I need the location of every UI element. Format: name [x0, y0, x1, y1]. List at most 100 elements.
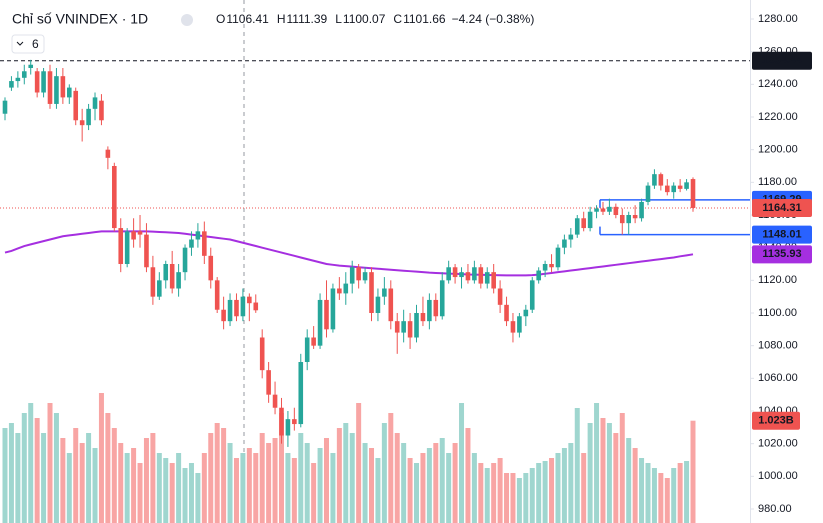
volume-bar: [394, 433, 400, 523]
candle-body: [568, 234, 574, 240]
volume-bar: [291, 458, 297, 523]
candle-body: [574, 218, 580, 235]
volume-bar: [343, 423, 349, 523]
candle-body: [356, 267, 361, 281]
candle-body: [459, 272, 464, 278]
candle-body: [60, 76, 66, 98]
candle-body: [510, 321, 516, 333]
ohlc-value: 1101.66: [403, 12, 446, 26]
volume-bar: [304, 443, 310, 523]
candle-body: [86, 108, 91, 126]
volume-bar: [606, 423, 612, 523]
candle-body: [343, 283, 349, 294]
volume-bar: [446, 453, 452, 523]
candle-body: [639, 201, 644, 219]
candle-body: [221, 309, 226, 322]
volume-bar: [317, 448, 323, 523]
volume-bar: [246, 448, 252, 523]
candle-body: [99, 100, 104, 121]
candle-body: [446, 267, 451, 281]
candle-body: [607, 206, 612, 212]
volume-bar: [574, 408, 580, 523]
volume-bar: [684, 461, 690, 523]
volume-bar: [600, 418, 606, 523]
candle-body: [362, 272, 368, 281]
ohlc-key: O: [216, 12, 225, 26]
volume-bar: [651, 468, 657, 523]
volume-bar: [491, 463, 497, 523]
candle-body: [9, 81, 14, 88]
volume-bar: [66, 453, 72, 523]
y-tick-label: 1180.00: [758, 176, 797, 188]
candle-body: [208, 255, 214, 281]
volume-bar: [86, 433, 92, 523]
ohlc-key: C: [393, 12, 402, 26]
candle-body: [259, 337, 265, 371]
volume-bar: [150, 433, 156, 523]
candle-body: [465, 272, 471, 281]
volume-bar: [484, 468, 490, 523]
candle-body: [227, 299, 233, 322]
volume-bar: [639, 458, 645, 523]
volume-bar: [632, 448, 638, 523]
volume-bar: [2, 428, 8, 523]
chart-title: Chỉ số VNINDEX · 1D: [12, 11, 148, 27]
candle-body: [472, 267, 477, 281]
volume-bar: [619, 413, 625, 523]
volume-bar: [504, 473, 510, 523]
volume-bar: [497, 458, 503, 523]
candle-body: [407, 321, 413, 338]
volume-bar: [549, 458, 555, 523]
volume-bar: [459, 403, 465, 523]
volume-bar: [92, 448, 98, 523]
volume-bar: [349, 433, 355, 523]
volume-bar: [407, 458, 413, 523]
candle-body: [266, 370, 271, 395]
volume-bar: [131, 448, 137, 523]
volume-bar: [227, 443, 233, 523]
volume-bar: [510, 473, 516, 523]
volume-bar: [401, 443, 407, 523]
volume-label-box: [752, 411, 800, 430]
candle-body: [157, 280, 162, 297]
volume-bar: [285, 453, 291, 523]
volume-bar: [671, 468, 677, 523]
candle-body: [131, 231, 136, 240]
candle-body: [337, 288, 342, 294]
candle-body: [144, 234, 149, 268]
volume-bar: [8, 423, 14, 523]
candle-body: [549, 264, 554, 268]
candle-body: [484, 272, 490, 284]
volume-bar: [233, 458, 239, 523]
volume-bar: [201, 453, 207, 523]
candle-body: [28, 64, 34, 68]
candle-body: [394, 321, 400, 333]
volume-bar: [143, 438, 149, 523]
volume-bar: [594, 403, 600, 523]
volume-bar: [375, 458, 381, 523]
candle-body: [330, 288, 336, 330]
volume-bar: [272, 438, 278, 523]
volume-bar: [420, 453, 426, 523]
candle-body: [594, 208, 599, 212]
volume-bar: [169, 463, 175, 523]
candle-body: [536, 270, 541, 281]
volume-bar: [195, 473, 201, 523]
price-label: 1254.44: [762, 55, 803, 67]
indicator-toggle[interactable]: [11, 34, 45, 54]
volume-bar: [626, 438, 632, 523]
volume-bar: [439, 438, 445, 523]
candle-body: [311, 337, 316, 346]
volume-bar: [581, 453, 587, 523]
candle-body: [54, 76, 59, 104]
price-label-box: [752, 245, 812, 264]
candle-body: [195, 231, 201, 240]
candle-body: [92, 97, 98, 109]
candle-body: [163, 264, 169, 281]
candle-body: [124, 231, 130, 264]
candle-body: [79, 120, 85, 126]
volume-bar: [388, 413, 394, 523]
y-tick-label: 1220.00: [758, 111, 798, 123]
candle-body: [523, 309, 529, 317]
candle-body: [105, 149, 111, 158]
